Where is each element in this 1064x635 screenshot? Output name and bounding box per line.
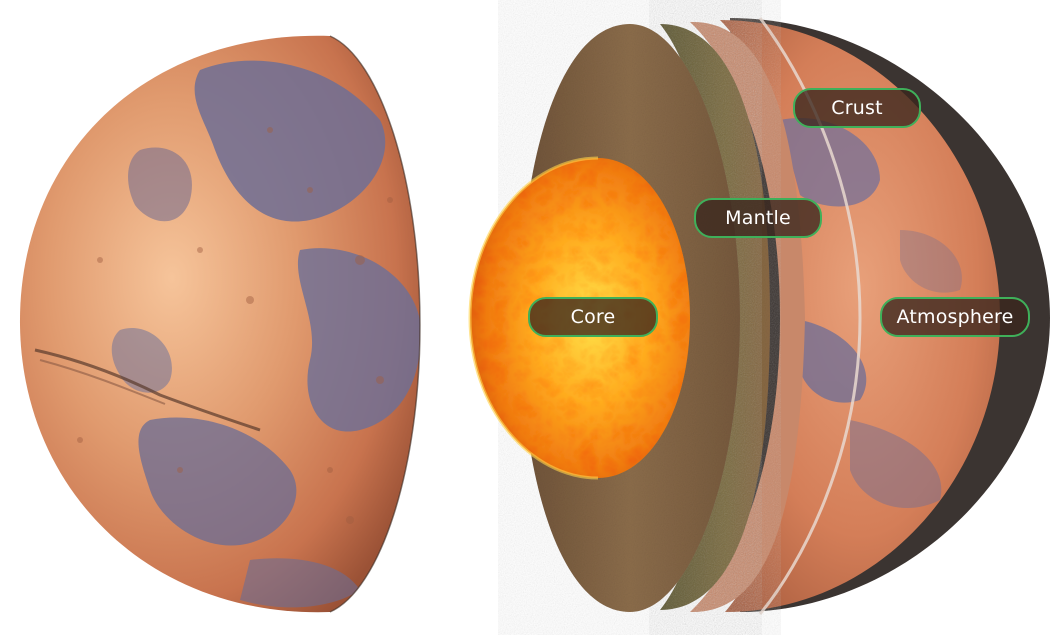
- mantle-label: Mantle: [694, 198, 822, 238]
- crust-layer: [690, 21, 805, 613]
- crust-label: Crust: [793, 88, 921, 128]
- atmosphere-label: Atmosphere: [880, 297, 1030, 337]
- mars-surface-hemisphere: [19, 35, 421, 613]
- core-label: Core: [528, 297, 658, 337]
- mantle-layer: [660, 24, 770, 610]
